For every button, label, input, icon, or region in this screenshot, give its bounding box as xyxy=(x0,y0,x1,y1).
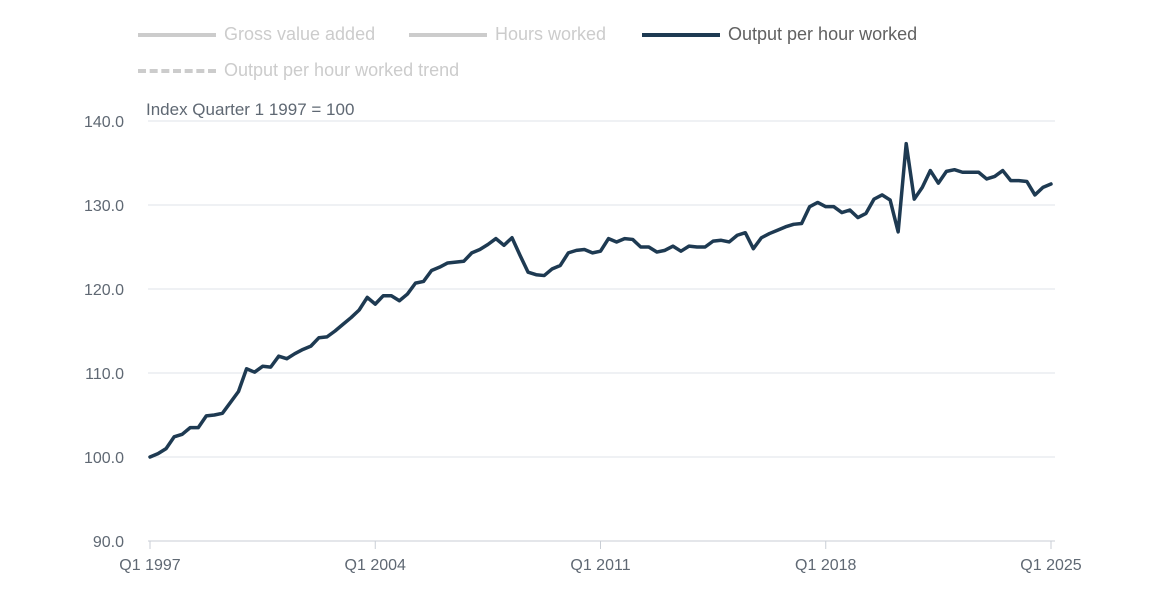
y-tick-label: 120.0 xyxy=(84,282,124,299)
y-tick-label: 110.0 xyxy=(85,366,124,383)
legend-swatch-output-per-hour-worked-trend xyxy=(138,68,216,73)
x-tick-label: Q1 2025 xyxy=(1020,557,1081,574)
series-line-output-per-hour-worked xyxy=(148,141,1053,459)
legend-swatch-hours-worked xyxy=(409,32,487,37)
y-tick-label: 140.0 xyxy=(84,114,124,131)
grid-lines xyxy=(148,120,1055,542)
legend-swatch-output-per-hour-worked xyxy=(642,32,720,37)
legend-label-gross-value-added: Gross value added xyxy=(224,24,376,44)
legend-swatch-gross-value-added xyxy=(138,32,216,37)
legend-item-hours-worked[interactable]: Hours worked xyxy=(409,24,606,45)
legend-label-hours-worked: Hours worked xyxy=(495,24,607,44)
legend-item-gross-value-added[interactable]: Gross value added xyxy=(138,24,375,45)
x-axis-ticks: Q1 1997 Q1 2004 Q1 2011 Q1 2018 Q1 2025 xyxy=(119,541,1082,574)
legend-item-output-per-hour-worked-trend[interactable]: Output per hour worked trend xyxy=(138,60,459,81)
y-tick-label: 100.0 xyxy=(84,450,124,467)
y-axis-title: Index Quarter 1 1997 = 100 xyxy=(146,100,354,119)
x-tick-label: Q1 2018 xyxy=(795,557,856,574)
y-tick-label: 90.0 xyxy=(93,534,124,551)
legend-label-output-per-hour-worked-trend: Output per hour worked trend xyxy=(224,60,460,80)
legend-label-output-per-hour-worked: Output per hour worked xyxy=(728,24,918,44)
y-axis-ticks: 90.0 100.0 110.0 120.0 130.0 140.0 xyxy=(84,114,124,551)
x-tick-label: Q1 1997 xyxy=(119,557,180,574)
x-tick-label: Q1 2011 xyxy=(570,557,630,574)
legend-item-output-per-hour-worked[interactable]: Output per hour worked xyxy=(642,24,917,45)
y-tick-label: 130.0 xyxy=(84,198,124,215)
x-tick-label: Q1 2004 xyxy=(345,557,406,574)
